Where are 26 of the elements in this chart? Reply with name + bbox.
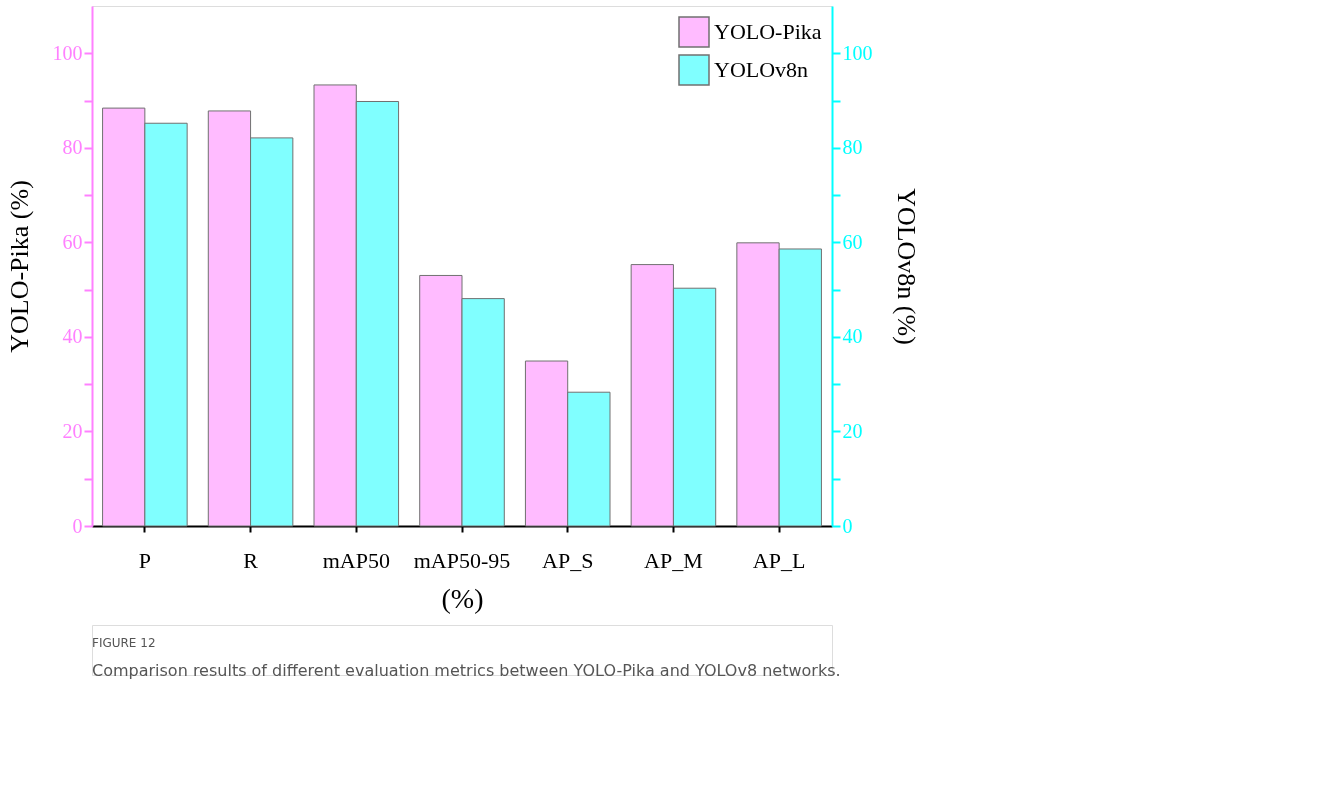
y2-tick-label: 0 <box>842 514 853 537</box>
legend-label: YOLOv8n <box>714 57 809 82</box>
x-tick-label: AP_M <box>644 547 703 573</box>
y-tick-label: 100 <box>52 41 83 64</box>
x-axis-title: (%) <box>441 582 484 614</box>
y-tick-label: 40 <box>62 325 83 348</box>
y2-tick-label: 20 <box>842 419 863 442</box>
y2-tick-label: 60 <box>842 230 863 253</box>
y-tick-label: 0 <box>72 514 83 537</box>
y2-axis-title: YOLOv8n (%) <box>891 188 921 345</box>
y-tick-label: 60 <box>62 230 83 253</box>
y-tick-label: 80 <box>62 136 83 159</box>
y2-tick-label: 40 <box>842 325 863 348</box>
x-tick-label: R <box>243 547 259 573</box>
x-tick-label: mAP50-95 <box>413 547 511 573</box>
x-tick-label: P <box>138 547 151 573</box>
legend-label: YOLO-Pika <box>714 19 822 44</box>
caption: FIGURE 12 <box>92 635 156 650</box>
y-axis-title: YOLO-Pika (%) <box>4 180 34 353</box>
text: Comparison results of different evaluation metrics between YOLO-Pika and YOLOv8 networks. <box>92 660 841 680</box>
x-tick-label: AP_L <box>752 547 806 573</box>
x-tick-label: mAP50 <box>322 547 390 573</box>
x-tick-label: AP_S <box>542 547 594 573</box>
y2-tick-label: 80 <box>842 136 863 159</box>
y-tick-label: 20 <box>62 419 83 442</box>
y2-tick-label: 100 <box>842 41 873 64</box>
